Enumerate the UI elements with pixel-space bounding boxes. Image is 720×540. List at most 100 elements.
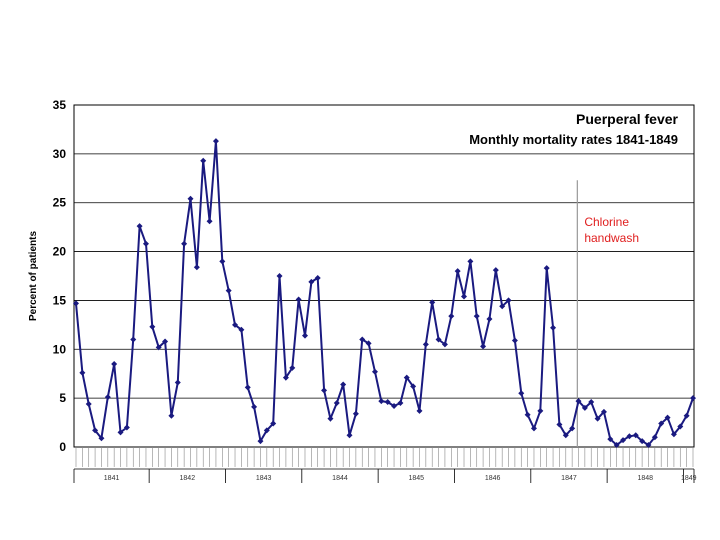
data-point [378, 398, 385, 405]
data-point [550, 324, 557, 331]
data-point [429, 299, 436, 306]
data-point [365, 340, 372, 347]
data-point [79, 369, 86, 376]
data-point [212, 138, 219, 145]
y-tick-label: 5 [59, 391, 66, 405]
data-point [346, 432, 353, 439]
y-tick-label: 25 [53, 196, 67, 210]
data-point [104, 394, 111, 401]
data-point [327, 415, 334, 422]
data-point [352, 410, 359, 417]
x-axis: 1841 1842 1843 1844 1845 1846 1847 1848 1849 [73, 447, 697, 483]
data-point [193, 264, 200, 271]
data-point [142, 240, 149, 247]
data-point [607, 436, 614, 443]
year-label: 1848 [638, 475, 654, 482]
data-point [639, 438, 646, 445]
y-axis-ticks: 0 5 10 15 20 25 30 35 [53, 98, 67, 454]
data-point [410, 383, 417, 390]
data-point [155, 344, 162, 351]
data-point [206, 218, 213, 225]
data-point [92, 427, 99, 434]
data-point [162, 338, 169, 345]
y-tick-label: 0 [59, 440, 66, 454]
data-point [225, 287, 232, 294]
data-point [435, 336, 442, 343]
data-point [543, 265, 550, 272]
data-point [308, 278, 315, 285]
data-point [594, 415, 601, 422]
data-point [422, 341, 429, 348]
data-point [658, 420, 665, 427]
data-point [448, 313, 455, 320]
data-point [187, 195, 194, 202]
data-point [461, 293, 468, 300]
data-point [270, 420, 277, 427]
data-point [257, 438, 264, 445]
year-label: 1842 [180, 475, 196, 482]
data-point [359, 336, 366, 343]
data-point [581, 404, 588, 411]
y-tick-label: 30 [53, 147, 67, 161]
data-point [645, 442, 652, 449]
gridlines [74, 153, 694, 399]
data-point [397, 400, 404, 407]
data-point [524, 411, 531, 418]
data-point [333, 400, 340, 407]
year-label: 1843 [256, 475, 272, 482]
data-point [149, 323, 156, 330]
data-point [499, 303, 506, 310]
data-point [575, 398, 582, 405]
data-point [340, 381, 347, 388]
year-label: 1847 [561, 475, 577, 482]
year-label: 1849 [681, 475, 697, 482]
plot-frame [73, 104, 695, 448]
data-point [276, 273, 283, 279]
y-tick-label: 35 [53, 98, 67, 112]
data-point [136, 223, 143, 230]
data-point [282, 374, 289, 381]
data-point [244, 384, 251, 391]
y-tick-label: 15 [53, 293, 67, 307]
data-point [683, 412, 690, 419]
data-point [238, 326, 245, 333]
data-point [664, 414, 671, 421]
data-point [486, 315, 493, 322]
chart-title: Puerperal fever [576, 111, 678, 127]
data-point [454, 268, 461, 275]
data-point [301, 332, 308, 339]
data-point [505, 297, 512, 304]
data-point [569, 425, 576, 432]
data-point [117, 429, 124, 436]
data-point [556, 421, 563, 428]
data-point [620, 437, 627, 444]
data-point [403, 374, 410, 381]
data-point [168, 412, 175, 419]
y-tick-label: 20 [53, 245, 67, 259]
data-point [391, 402, 398, 409]
annotation-handwash: handwash [584, 231, 639, 245]
data-point [530, 425, 537, 432]
data-point [314, 274, 321, 281]
y-tick-label: 10 [53, 342, 67, 356]
data-points [73, 138, 696, 449]
data-point [174, 379, 181, 386]
data-point [537, 407, 544, 414]
data-point [690, 395, 696, 402]
data-point [111, 360, 118, 367]
data-point [480, 343, 487, 350]
data-point [98, 435, 105, 442]
data-point [632, 432, 639, 439]
data-point [588, 399, 595, 406]
data-point [295, 296, 302, 303]
data-point [85, 401, 92, 408]
data-point [123, 424, 130, 431]
data-point [518, 390, 525, 397]
data-point [670, 431, 677, 438]
data-point [321, 387, 328, 394]
data-point [289, 364, 296, 371]
data-point [73, 300, 79, 307]
data-point [263, 427, 270, 434]
year-label: 1841 [104, 475, 120, 482]
